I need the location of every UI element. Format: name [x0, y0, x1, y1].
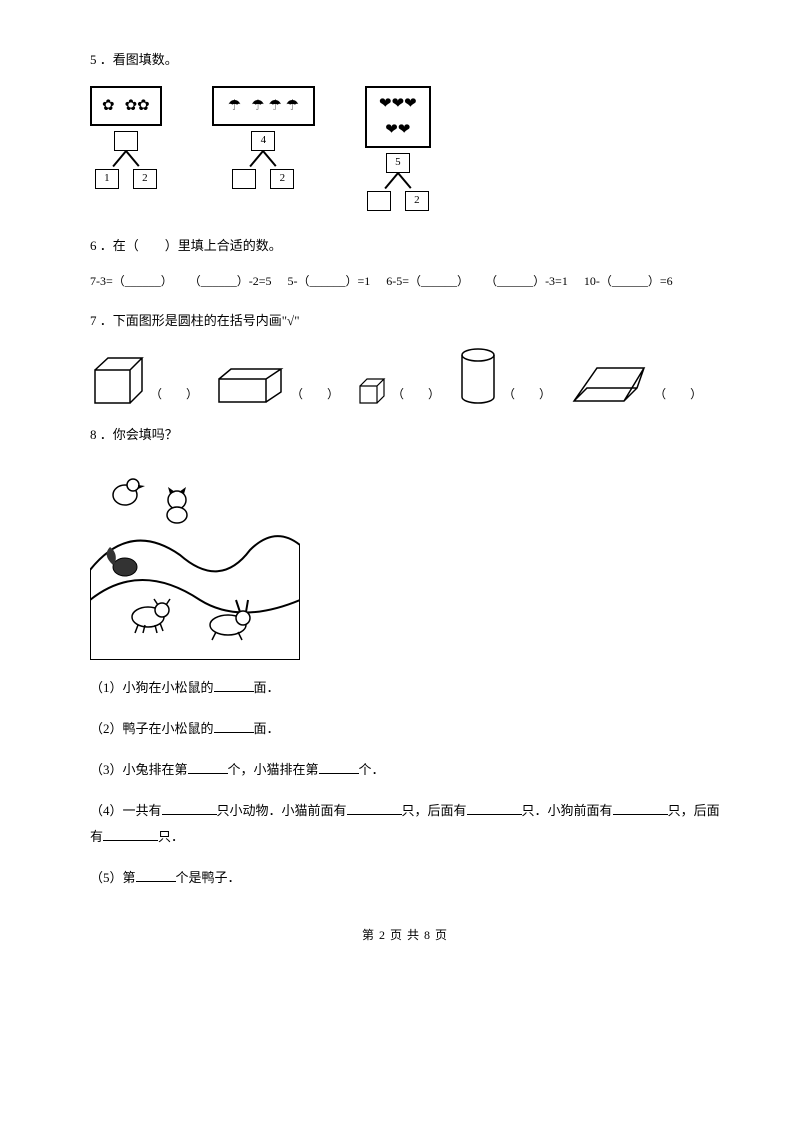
text: 面． [254, 721, 280, 736]
bond-left: 1 [95, 169, 119, 189]
text: 个． [359, 762, 385, 777]
text: （3）小兔排在第 [90, 762, 188, 777]
flower-icon: ✿ [102, 94, 115, 118]
text: 个是鸭子． [176, 870, 241, 885]
text: 面． [254, 680, 280, 695]
question-7: 7 ．下面图形是圆柱的在括号内画"√" （ ） （ ） （ ） [90, 311, 720, 405]
q5-diagrams: ✿ ✿✿ 1 2 ☂ ☂ ☂ ☂ 4 [90, 86, 720, 211]
bond-lines [368, 173, 428, 191]
q6-item: （______）-3=1 [485, 272, 568, 291]
shape-small-cube: （ ） [357, 377, 440, 405]
question-6: 6 ．在（ ）里填上合适的数。 7-3=（______） （______）-2=… [90, 236, 720, 291]
animals-scene-icon [90, 460, 300, 660]
umbrella-icon: ☂ [228, 94, 241, 118]
text: 个，小猫排在第 [228, 762, 319, 777]
blank [188, 759, 228, 774]
q6-item: 5-（______）=1 [288, 272, 371, 291]
q5-diagram-2: ☂ ☂ ☂ ☂ 4 2 [212, 86, 315, 211]
blank [214, 677, 254, 692]
bond-right: 2 [405, 191, 429, 211]
flower-box: ✿ ✿✿ [90, 86, 162, 126]
heart-icon: ❤❤ [385, 118, 410, 142]
text: （5）第 [90, 870, 136, 885]
small-cube-icon [357, 377, 387, 405]
bond-bottom: 2 [232, 169, 294, 189]
shape-cuboid: （ ） [216, 367, 339, 405]
number-bond: 5 2 [367, 153, 429, 211]
q6-equations: 7-3=（______） （______）-2=5 5-（______）=1 6… [90, 272, 720, 291]
blank [347, 800, 402, 815]
text: （2）鸭子在小松鼠的 [90, 721, 214, 736]
bond-bottom: 2 [367, 191, 429, 211]
question-8: 8 ．你会填吗？ （1）小狗在小松鼠的面． （2）鸭子在小松鼠的面． [90, 425, 720, 892]
q6-item: 7-3=（______） [90, 272, 173, 291]
q8-illustration [90, 460, 300, 660]
q7-shapes-row: （ ） （ ） （ ） （ ） [90, 347, 720, 405]
blank [136, 867, 176, 882]
bond-lines [96, 151, 156, 169]
blank [214, 718, 254, 733]
q5-title: 5 ．看图填数。 [90, 50, 720, 71]
blank [613, 800, 668, 815]
heart-icon: ❤❤❤ [379, 92, 417, 116]
q8-title: 8 ．你会填吗？ [90, 425, 720, 446]
bond-right: 2 [133, 169, 157, 189]
paren: （ ） [150, 385, 198, 404]
question-5: 5 ．看图填数。 ✿ ✿✿ 1 2 ☂ [90, 50, 720, 211]
prism-icon [569, 363, 649, 405]
shape-cylinder: （ ） [458, 347, 551, 405]
text: 只，后面有 [402, 803, 467, 818]
heart-box: ❤❤❤ ❤❤ [365, 86, 431, 148]
q6-item: （______）-2=5 [189, 272, 272, 291]
bond-top: 4 [251, 131, 275, 151]
paren: （ ） [392, 385, 440, 404]
paren: （ ） [503, 385, 551, 404]
blank [319, 759, 359, 774]
number-bond: 4 2 [232, 131, 294, 189]
bond-lines [233, 151, 293, 169]
bond-top [114, 131, 138, 151]
shape-prism: （ ） [569, 363, 702, 405]
bond-left [232, 169, 256, 189]
q8-sub5: （5）第 个是鸭子． [90, 865, 720, 891]
text: 有 [90, 829, 103, 844]
shape-cube: （ ） [90, 355, 198, 405]
q5-diagram-1: ✿ ✿✿ 1 2 [90, 86, 162, 211]
umbrella-box: ☂ ☂ ☂ ☂ [212, 86, 315, 126]
q6-item: 10-（______）=6 [584, 272, 673, 291]
bond-right: 2 [270, 169, 294, 189]
text: 只． [158, 829, 184, 844]
q5-diagram-3: ❤❤❤ ❤❤ 5 2 [365, 86, 431, 211]
text: 只小动物．小猫前面有 [217, 803, 347, 818]
page-content: 5 ．看图填数。 ✿ ✿✿ 1 2 ☂ [0, 0, 800, 976]
umbrella-icon: ☂ ☂ ☂ [251, 94, 299, 118]
bond-left [367, 191, 391, 211]
q7-title: 7 ．下面图形是圆柱的在括号内画"√" [90, 311, 720, 332]
cylinder-icon [458, 347, 498, 405]
blank [467, 800, 522, 815]
text: 只，后面 [668, 803, 720, 818]
text: （4）一共有 [90, 803, 162, 818]
page-footer: 第 2 页 共 8 页 [90, 926, 720, 945]
cuboid-icon [216, 367, 286, 405]
bond-bottom: 1 2 [95, 169, 157, 189]
paren: （ ） [291, 385, 339, 404]
q8-sub1: （1）小狗在小松鼠的 面． [90, 675, 720, 701]
q8-sub2: （2）鸭子在小松鼠的 面． [90, 716, 720, 742]
q8-sub3: （3）小兔排在第 个，小猫排在第 个． [90, 757, 720, 783]
q8-sub4: （4）一共有 只小动物．小猫前面有 只，后面有 只．小狗前面有 只，后面 有 只． [90, 798, 720, 850]
number-bond: 1 2 [95, 131, 157, 189]
flower-icon: ✿✿ [125, 94, 150, 118]
paren: （ ） [654, 385, 702, 404]
blank [162, 800, 217, 815]
text: 只．小狗前面有 [522, 803, 613, 818]
q6-title: 6 ．在（ ）里填上合适的数。 [90, 236, 720, 257]
q6-item: 6-5=（______） [386, 272, 469, 291]
bond-top: 5 [386, 153, 410, 173]
text: （1）小狗在小松鼠的 [90, 680, 214, 695]
cube-icon [90, 355, 145, 405]
blank [103, 826, 158, 841]
